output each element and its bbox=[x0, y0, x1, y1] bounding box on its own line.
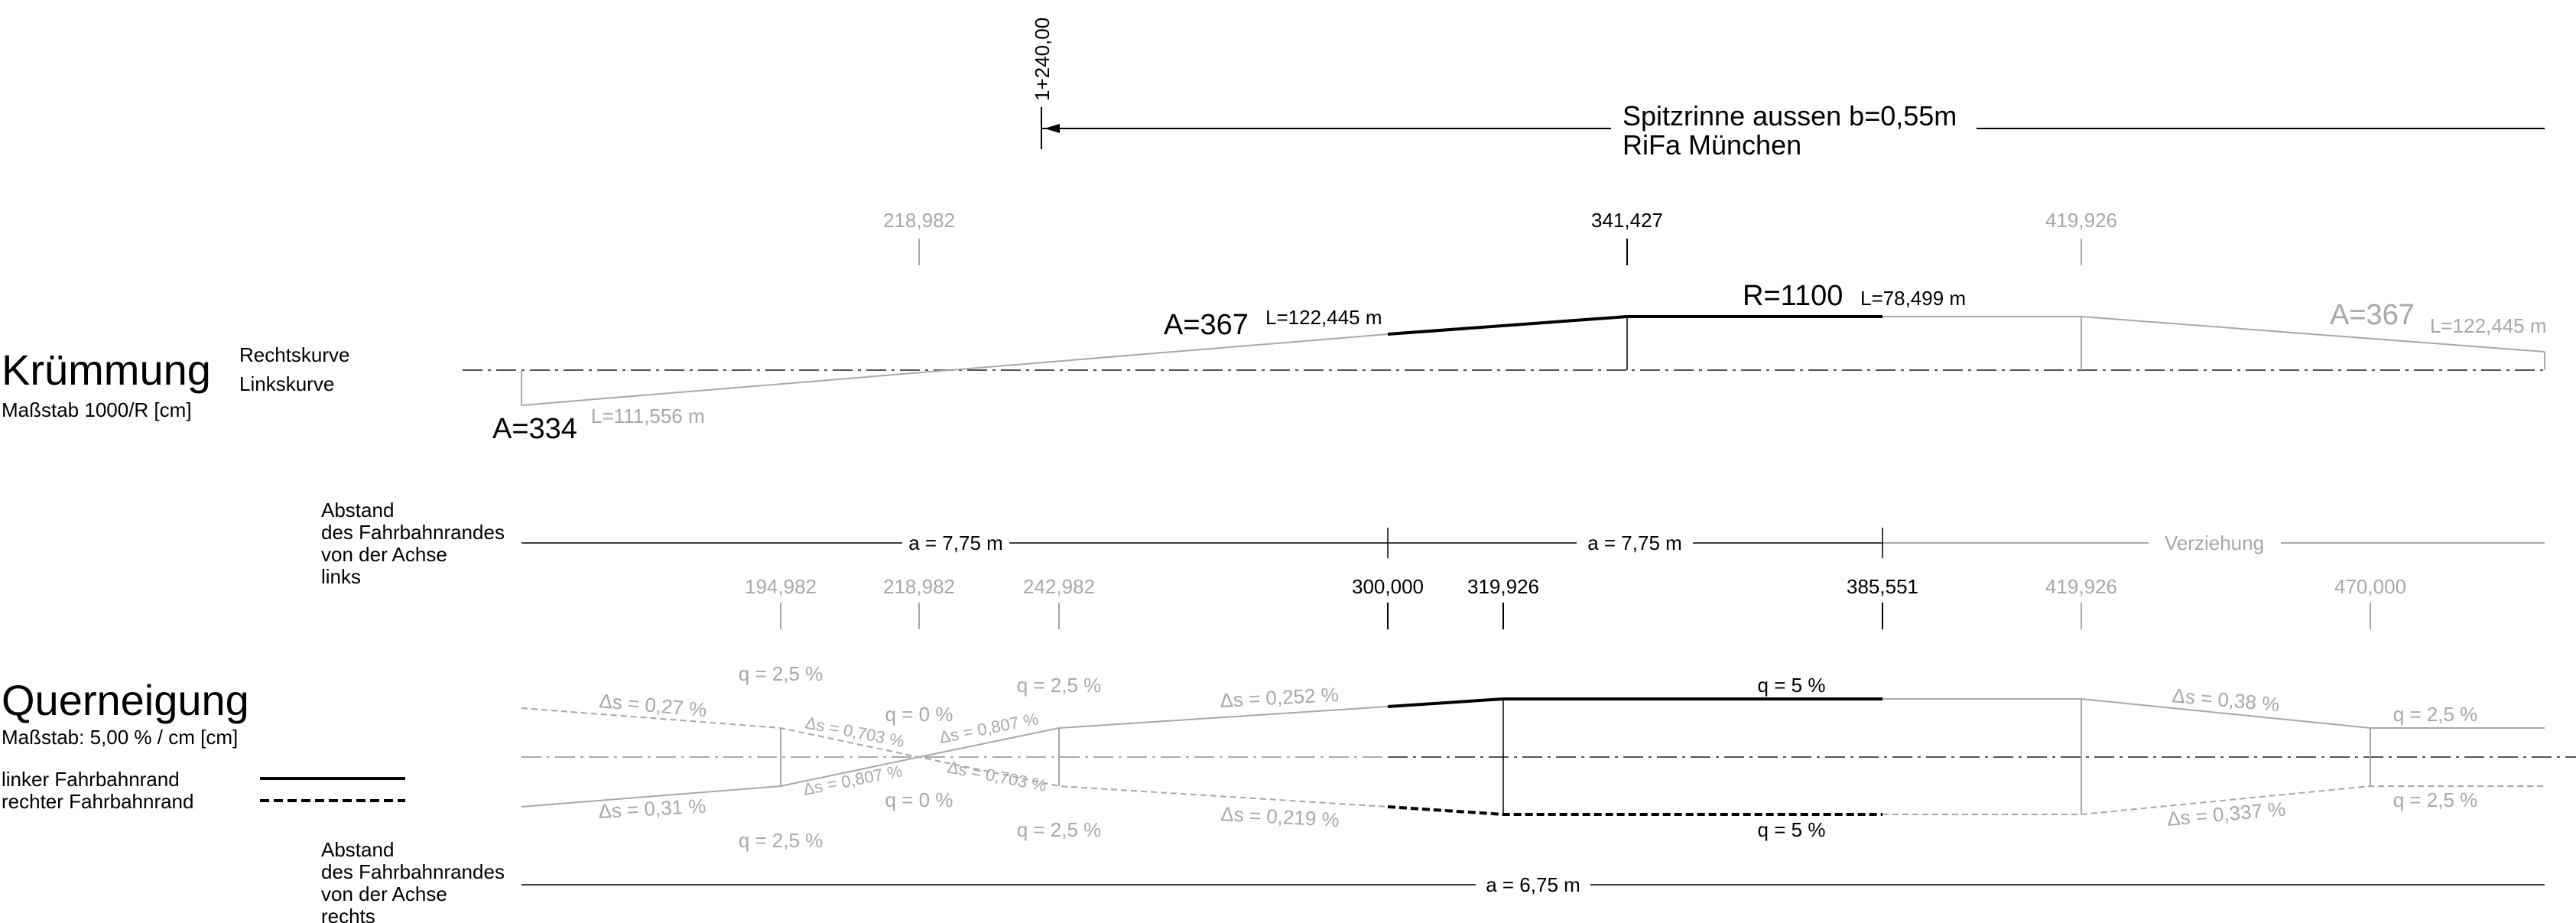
header: 1+240,00 Spitzrinne aussen b=0,55m RiFa … bbox=[1031, 18, 2545, 161]
q-label: Δs = 0,38 % bbox=[2171, 684, 2280, 716]
q-label: Δs = 0,703 % bbox=[946, 757, 1048, 795]
q-label: Δs = 0,219 % bbox=[1220, 802, 1340, 831]
q-label: Δs = 0,27 % bbox=[598, 689, 707, 721]
label-l367-grey: L=122,445 m bbox=[2430, 314, 2547, 337]
station-label-218982: 218,982 bbox=[883, 209, 955, 232]
label-l334: L=111,556 m bbox=[591, 405, 705, 427]
q-label: q = 5 % bbox=[1758, 674, 1826, 697]
label-l367: L=122,445 m bbox=[1265, 306, 1382, 329]
station-label-419926: 419,926 bbox=[2045, 209, 2117, 232]
q-station-242982: 242,982 bbox=[1023, 575, 1095, 598]
header-title: Spitzrinne aussen b=0,55m bbox=[1623, 100, 1957, 132]
header-subtitle: RiFa München bbox=[1623, 129, 1801, 161]
label-l1100: L=78,499 m bbox=[1860, 287, 1966, 310]
abstand-rechts-seg1: a = 6,75 m bbox=[1486, 873, 1580, 896]
right-edge-active bbox=[1387, 805, 1882, 816]
label-rechtskurve: Rechtskurve bbox=[239, 343, 350, 366]
left-edge-grey bbox=[521, 706, 1389, 808]
left-edge-grey-right bbox=[1882, 698, 2545, 729]
abstand-links-seg3: Verziehung bbox=[2165, 531, 2264, 554]
abstand-links-label-4: links bbox=[321, 565, 361, 588]
q-label: q = 2,5 % bbox=[1017, 818, 1102, 841]
kruemmung-title: Krümmung bbox=[2, 346, 211, 394]
abstand-rechts-label-4: rechts bbox=[321, 905, 375, 923]
q-station-385551: 385,551 bbox=[1847, 575, 1918, 598]
abstand-links-section: Abstand des Fahrbahnrandes von der Achse… bbox=[321, 499, 2545, 588]
station-label: 1+240,00 bbox=[1031, 18, 1054, 101]
q-label: q = 5 % bbox=[1758, 818, 1826, 841]
label-r1100: R=1100 bbox=[1743, 280, 1843, 312]
left-edge-active bbox=[1387, 697, 1882, 708]
querneigung-section: Querneigung Maßstab: 5,00 % / cm [cm] li… bbox=[2, 575, 2576, 852]
q-label: q = 2,5 % bbox=[2393, 703, 2478, 726]
q-station-300000: 300,000 bbox=[1352, 575, 1424, 598]
q-label: q = 0 % bbox=[885, 788, 953, 811]
label-linkskurve: Linkskurve bbox=[239, 372, 334, 395]
station-label-341427: 341,427 bbox=[1591, 209, 1663, 232]
clothoid-a334 bbox=[521, 333, 1389, 406]
q-station-319926: 319,926 bbox=[1467, 575, 1539, 598]
abstand-rechts-label-1: Abstand bbox=[321, 838, 394, 861]
abstand-rechts-section: Abstand des Fahrbahnrandes von der Achse… bbox=[321, 838, 2545, 923]
q-label: Δs = 0,252 % bbox=[1220, 683, 1340, 712]
label-a334: A=334 bbox=[492, 413, 577, 445]
q-label: q = 2,5 % bbox=[739, 829, 823, 852]
right-edge-grey-right bbox=[1882, 785, 2545, 815]
querneigung-scale: Maßstab: 5,00 % / cm [cm] bbox=[2, 726, 238, 749]
abstand-links-label-2: des Fahrbahnrandes bbox=[321, 521, 505, 544]
q-station-470000: 470,000 bbox=[2334, 575, 2406, 598]
right-edge-grey bbox=[521, 707, 1389, 808]
abstand-rechts-label-3: von der Achse bbox=[321, 882, 447, 905]
abstand-links-label-3: von der Achse bbox=[321, 543, 447, 566]
q-label: q = 2,5 % bbox=[739, 662, 823, 685]
abstand-links-seg1: a = 7,75 m bbox=[908, 531, 1003, 554]
q-label: Δs = 0,337 % bbox=[2166, 798, 2286, 830]
clothoid-a367-active bbox=[1387, 315, 1628, 336]
q-label: q = 2,5 % bbox=[2393, 788, 2478, 811]
q-station-194982: 194,982 bbox=[745, 575, 817, 598]
q-label: q = 0 % bbox=[885, 703, 953, 726]
legend-right-label: rechter Fahrbahnrand bbox=[2, 790, 193, 813]
arrow-left-icon bbox=[1044, 124, 1060, 133]
abstand-links-label-1: Abstand bbox=[321, 499, 394, 522]
kruemmung-section: Krümmung Maßstab 1000/R [cm] Rechtskurve… bbox=[2, 209, 2547, 445]
querneigung-title: Querneigung bbox=[2, 676, 249, 724]
abstand-rechts-label-2: des Fahrbahnrandes bbox=[321, 860, 505, 883]
label-a367: A=367 bbox=[1164, 309, 1249, 341]
q-station-419926: 419,926 bbox=[2045, 575, 2117, 598]
abstand-links-seg2: a = 7,75 m bbox=[1587, 531, 1682, 554]
clothoid-a367-grey bbox=[2081, 316, 2545, 353]
q-label: q = 2,5 % bbox=[1017, 674, 1102, 697]
label-a367-grey: A=367 bbox=[2330, 299, 2415, 331]
kruemmung-scale: Maßstab 1000/R [cm] bbox=[2, 398, 192, 421]
legend-left-label: linker Fahrbahnrand bbox=[2, 768, 180, 791]
q-label: Δs = 0,31 % bbox=[598, 795, 707, 823]
q-station-218982: 218,982 bbox=[883, 575, 955, 598]
